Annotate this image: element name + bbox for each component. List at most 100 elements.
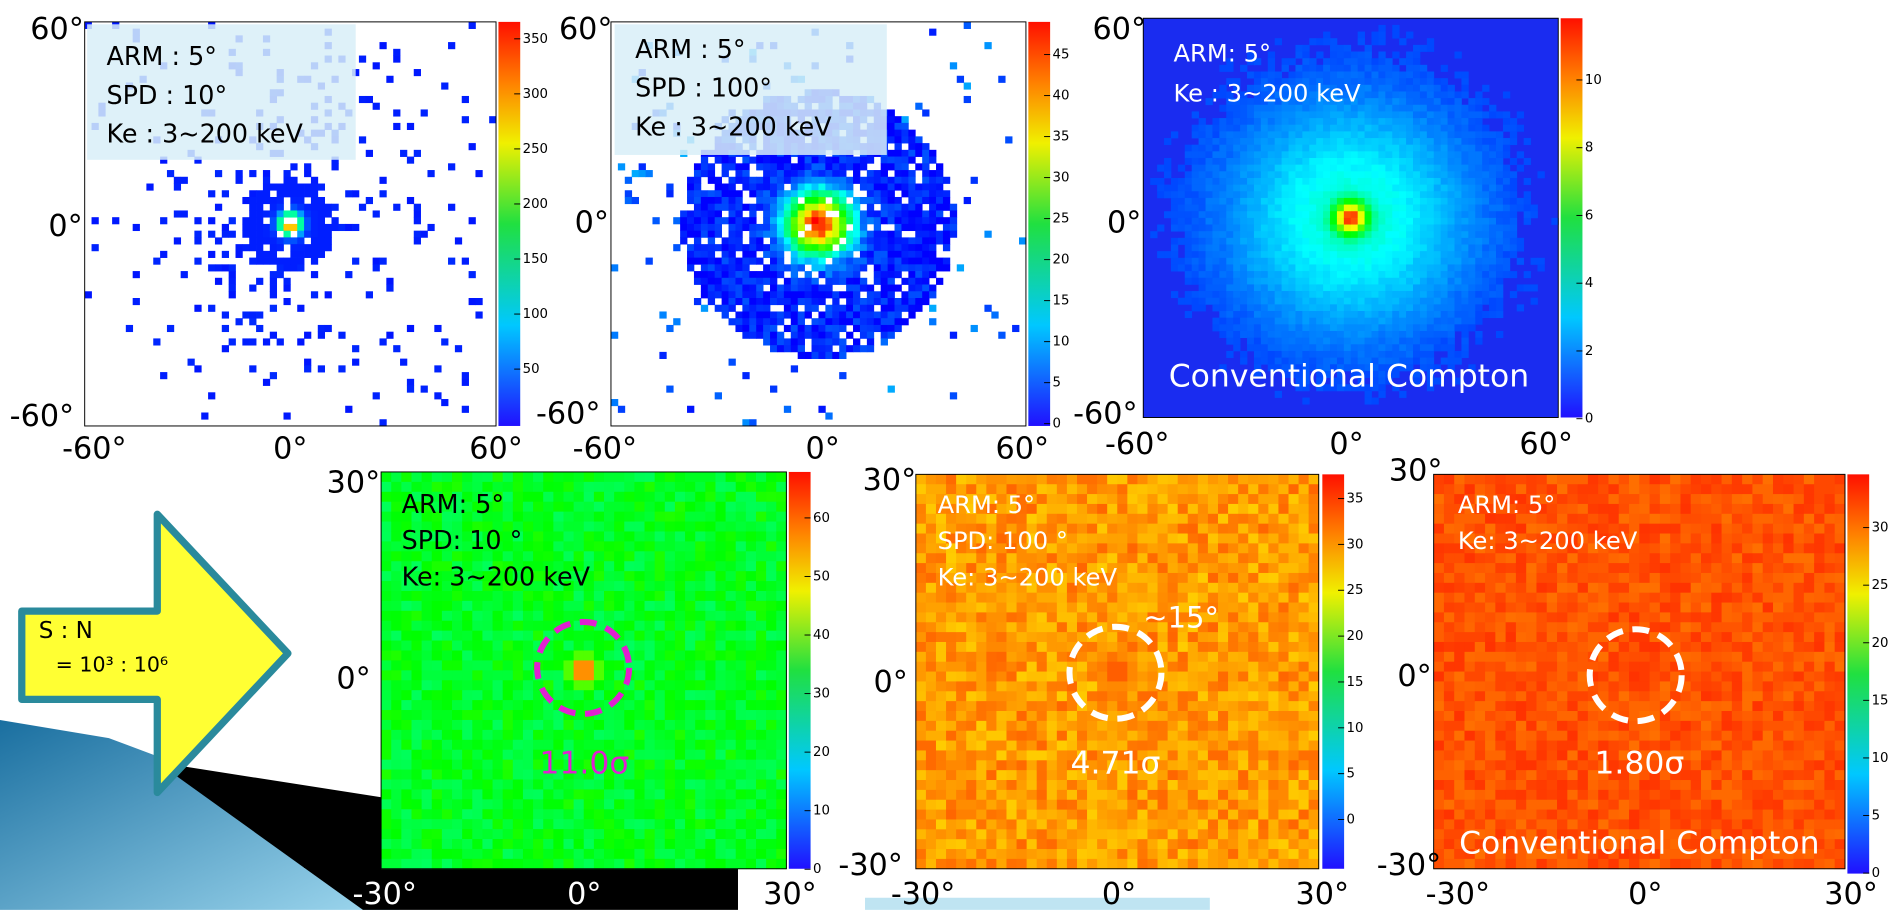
heatmap-cell bbox=[634, 551, 645, 561]
heatmap-cell bbox=[832, 157, 839, 164]
heatmap-cell bbox=[763, 217, 770, 224]
heatmap-cell bbox=[1413, 91, 1420, 98]
heatmap-cell bbox=[1302, 145, 1309, 152]
heatmap-cell bbox=[1282, 198, 1289, 205]
heatmap-cell bbox=[798, 163, 805, 170]
heatmap-cell bbox=[1282, 344, 1289, 351]
heatmap-cell bbox=[1468, 298, 1475, 305]
heatmap-cell bbox=[1268, 284, 1275, 291]
heatmap-cell bbox=[1240, 125, 1247, 132]
heatmap-cell bbox=[1330, 138, 1337, 145]
heatmap-cell bbox=[493, 660, 504, 670]
heatmap-cell bbox=[1461, 211, 1468, 218]
heatmap-cell bbox=[701, 264, 708, 271]
heatmap-cell bbox=[770, 285, 777, 292]
heatmap-cell bbox=[1482, 125, 1489, 132]
heatmap-cell bbox=[695, 472, 706, 482]
heatmap-cell bbox=[777, 231, 784, 238]
heatmap-cell bbox=[1185, 271, 1192, 278]
heatmap-cell bbox=[694, 251, 701, 258]
heatmap-cell bbox=[523, 591, 534, 601]
heatmap-cell bbox=[1212, 244, 1219, 251]
heatmap-cell bbox=[1413, 85, 1420, 92]
heatmap-cell bbox=[687, 217, 694, 224]
heatmap-cell bbox=[311, 291, 318, 298]
heatmap-cell bbox=[1392, 185, 1399, 192]
heatmap-cell bbox=[1392, 85, 1399, 92]
heatmap-cell bbox=[1309, 331, 1316, 338]
heatmap-cell bbox=[1150, 231, 1157, 238]
heatmap-cell bbox=[1344, 225, 1351, 232]
heatmap-cell bbox=[543, 710, 554, 720]
heatmap-cell bbox=[867, 291, 874, 298]
heatmap-cell bbox=[915, 237, 922, 244]
heatmap-cell bbox=[422, 611, 433, 621]
heatmap-cell bbox=[675, 760, 686, 770]
heatmap-cell bbox=[694, 237, 701, 244]
heatmap-cell bbox=[1461, 324, 1468, 331]
heatmap-cell bbox=[665, 799, 676, 809]
heatmap-cell bbox=[1482, 258, 1489, 265]
heatmap-cell bbox=[594, 670, 605, 680]
heatmap-cell bbox=[604, 492, 615, 502]
heatmap-cell bbox=[1330, 205, 1337, 212]
heatmap-cell bbox=[1496, 271, 1503, 278]
heatmap-cell bbox=[832, 177, 839, 184]
heatmap-cell bbox=[1309, 165, 1316, 172]
heatmap-cell bbox=[1337, 131, 1344, 138]
heatmap-cell bbox=[1385, 65, 1392, 72]
heatmap-cell bbox=[614, 670, 625, 680]
heatmap-cell bbox=[853, 258, 860, 265]
heatmap-cell bbox=[1427, 98, 1434, 105]
heatmap-cell bbox=[777, 264, 784, 271]
heatmap-cell bbox=[1309, 231, 1316, 238]
heatmap-cell bbox=[1406, 218, 1413, 225]
heatmap-cell bbox=[646, 170, 653, 177]
heatmap-cell bbox=[462, 690, 473, 700]
heatmap-cell bbox=[1351, 231, 1358, 238]
heatmap-cell bbox=[1206, 244, 1213, 251]
heatmap-cell bbox=[901, 305, 908, 312]
heatmap-cell bbox=[1171, 291, 1178, 298]
heatmap-cell bbox=[1233, 231, 1240, 238]
heatmap-cell bbox=[391, 641, 402, 651]
heatmap-cell bbox=[263, 231, 270, 238]
heatmap-cell bbox=[1309, 158, 1316, 165]
heatmap-cell bbox=[513, 621, 524, 631]
heatmap-cell bbox=[1385, 331, 1392, 338]
heatmap-cell bbox=[1489, 304, 1496, 311]
heatmap-cell bbox=[1399, 351, 1406, 358]
heatmap-cell bbox=[1399, 105, 1406, 112]
heatmap-cell bbox=[1261, 311, 1268, 318]
heatmap-cell bbox=[874, 251, 881, 258]
heatmap-cell bbox=[472, 779, 483, 789]
heatmap-cell bbox=[860, 237, 867, 244]
heatmap-cell bbox=[1254, 158, 1261, 165]
heatmap-cell bbox=[411, 720, 422, 730]
heatmap-cell bbox=[1275, 244, 1282, 251]
heatmap-cell bbox=[922, 244, 929, 251]
heatmap-cell bbox=[1289, 198, 1296, 205]
heatmap-cell bbox=[391, 859, 402, 869]
heatmap-cell bbox=[1316, 165, 1323, 172]
heatmap-cell bbox=[1496, 158, 1503, 165]
heatmap-cell bbox=[1448, 284, 1455, 291]
heatmap-cell bbox=[665, 829, 676, 839]
heatmap-cell bbox=[832, 291, 839, 298]
heatmap-cell bbox=[922, 231, 929, 238]
heatmap-cell bbox=[1275, 271, 1282, 278]
heatmap-cell bbox=[729, 244, 736, 251]
heatmap-cell bbox=[922, 291, 929, 298]
heatmap-cell bbox=[1385, 291, 1392, 298]
heatmap-cell bbox=[791, 311, 798, 318]
heatmap-cell bbox=[513, 839, 524, 849]
heatmap-cell bbox=[422, 770, 433, 780]
heatmap-cell bbox=[839, 157, 846, 164]
heatmap-cell bbox=[1254, 331, 1261, 338]
heatmap-cell bbox=[1434, 331, 1441, 338]
heatmap-cell bbox=[1399, 138, 1406, 145]
heatmap-cell bbox=[812, 305, 819, 312]
heatmap-cell bbox=[1399, 58, 1406, 65]
heatmap-cell bbox=[513, 482, 524, 492]
heatmap-cell bbox=[614, 571, 625, 581]
